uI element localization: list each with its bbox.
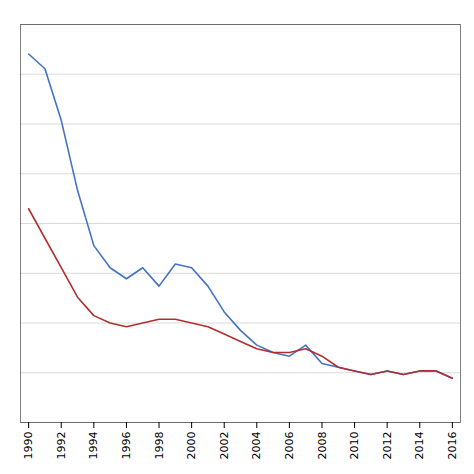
- svg-text:2014: 2014: [413, 432, 426, 460]
- svg-text:2006: 2006: [283, 432, 296, 460]
- svg-text:2000: 2000: [185, 432, 198, 460]
- svg-text:1992: 1992: [55, 432, 68, 460]
- svg-text:1996: 1996: [120, 432, 133, 460]
- svg-text:2002: 2002: [218, 432, 231, 460]
- svg-text:1990: 1990: [22, 432, 35, 460]
- svg-text:2010: 2010: [348, 432, 361, 460]
- svg-text:1998: 1998: [153, 432, 166, 460]
- svg-text:1994: 1994: [87, 432, 100, 460]
- svg-text:2012: 2012: [381, 432, 394, 460]
- svg-text:2004: 2004: [250, 432, 263, 460]
- svg-text:2008: 2008: [316, 432, 329, 460]
- svg-text:2016: 2016: [446, 432, 459, 460]
